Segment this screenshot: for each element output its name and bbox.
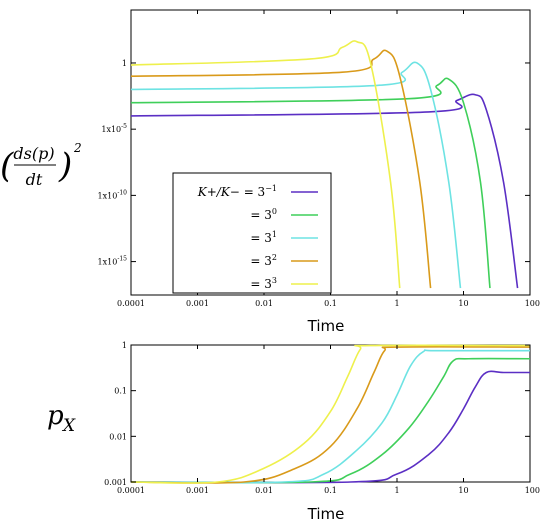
bottom-series-group [130,344,531,484]
top-y-ticks: 1 1x10-5 1x10-10 1x10-15 [98,59,530,267]
top-series-line-3 [130,49,432,289]
bottom-x-axis-label: Time [307,505,345,523]
legend-label-1: = 30 [250,207,277,222]
top-y-tick-label: 1x10-5 [101,123,127,134]
bottom-x-tick-label: 0.1 [324,486,337,495]
bottom-x-tick-label: 0.0001 [117,486,145,495]
svg-text:): ) [58,146,72,186]
bottom-y-tick-label: 0.01 [109,432,127,441]
top-series-group [130,40,519,289]
top-series-line-4 [130,40,401,289]
bottom-x-tick-label: 1 [394,486,399,495]
top-series-line-1 [130,77,491,289]
top-chart: 0.0001 0.001 0.01 0.1 1 10 100 11x10-51x10-101… [0,9,540,335]
bottom-x-tick-label: 0.01 [255,486,273,495]
bottom-series-line-1 [130,357,531,484]
top-y-tick-label: 1x10-15 [98,256,128,267]
top-ylabel-exponent: 2 [73,141,82,155]
top-x-tick-label: 10 [458,299,468,308]
legend: K+/K− = 3−1 = 30 = 31 = 32 = 33 [172,172,332,294]
bottom-series-line-3 [130,346,531,484]
top-y-tick-label: 1x10-10 [98,189,128,200]
top-x-tick-label: 0.01 [255,299,273,308]
top-x-axis-label: Time [307,317,345,335]
top-x-tick-label: 0.001 [186,299,209,308]
bottom-y-axis-label: p X [47,401,76,436]
legend-label-2: = 31 [250,230,277,245]
legend-label-3: = 32 [250,253,277,268]
bottom-y-tick-label: 0.001 [104,478,127,487]
bottom-ylabel-subscript: X [61,416,76,436]
top-x-tick-label: 0.0001 [117,299,145,308]
bottom-ylabel-main: p [47,401,64,431]
bottom-plot-frame [130,344,531,483]
bottom-y-tick-label: 0.1 [114,387,127,396]
bottom-chart: 0.0001 0.001 0.01 0.1 1 10 100 10.10.010.001 T… [47,341,540,523]
svg-text:(: ( [0,146,14,186]
bottom-x-tick-label: 100 [525,486,540,495]
legend-label-0: K+/K− = 3−1 [197,184,277,199]
bottom-y-ticks: 1 0.1 0.01 0.001 [104,341,530,487]
legend-label-4: = 33 [250,276,277,291]
top-series-line-2 [130,61,462,289]
top-x-tick-label: 0.1 [324,299,337,308]
top-series-line-0 [130,93,519,289]
top-y-axis-label: ( ds(p) dt ) 2 [0,141,82,189]
bottom-series-line-2 [130,349,531,484]
top-x-tick-label: 1 [394,299,399,308]
bottom-y-tick-label: 1 [122,341,127,350]
bottom-series-line-0 [130,370,530,484]
bottom-x-ticks: 0.0001 0.001 0.01 0.1 1 10 100 [117,345,540,495]
legend-box [172,172,332,294]
bottom-x-tick-label: 10 [458,486,468,495]
top-ylabel-denominator: dt [26,170,43,189]
bottom-series-line-4 [130,344,531,484]
top-ylabel-numerator: ds(p) [13,144,54,163]
bottom-x-tick-label: 0.001 [186,486,209,495]
top-x-tick-label: 100 [525,299,540,308]
top-y-tick-label: 1 [122,59,127,68]
